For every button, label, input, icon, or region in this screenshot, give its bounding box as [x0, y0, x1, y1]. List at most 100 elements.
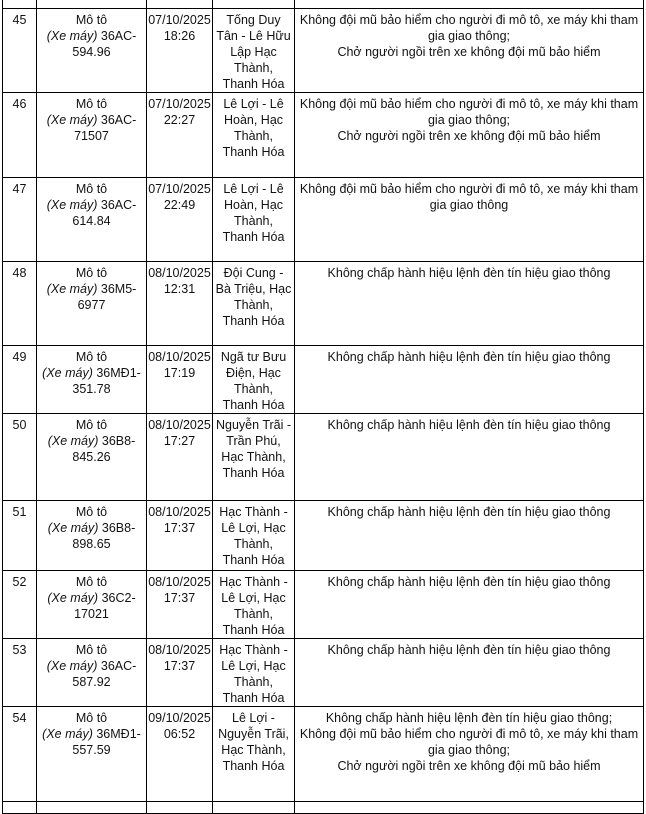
- vehicle-type: Mô tô: [75, 97, 108, 111]
- table-row: 54 Mô tô (Xe máy) 36MĐ1-557.59 09/10/202…: [2, 706, 644, 802]
- table-row: 49 Mô tô (Xe máy) 36MĐ1-351.78 08/10/202…: [2, 345, 644, 414]
- violation-time: 12:31: [163, 282, 196, 296]
- datetime-cell: 08/10/2025 17:37: [146, 500, 213, 571]
- location-text: Lê Lợi - Lê Hoàn, Hạc Thành, Thanh Hóa: [222, 182, 285, 244]
- license-plate: 36AC-587.92: [72, 659, 137, 689]
- location-cell: Tống Duy Tân - Lê Hữu Lập Hạc Thành, Tha…: [212, 8, 295, 93]
- violation-date: 08/10/2025: [148, 505, 211, 519]
- vehicle-cell: Mô tô (Xe máy) 36B8-898.65: [36, 500, 147, 571]
- violation-text: Không chấp hành hiệu lệnh đèn tín hiệu g…: [325, 711, 613, 725]
- vehicle-subtype: (Xe máy): [46, 198, 98, 212]
- table-row: 50 Mô tô (Xe máy) 36B8-845.26 08/10/2025…: [2, 413, 644, 501]
- vehicle-type: Mô tô: [75, 350, 108, 364]
- location-cell: Hạc Thành - Lê Lợi, Hạc Thành, Thanh Hóa: [212, 570, 295, 639]
- datetime-cell: 07/10/2025 22:27: [146, 92, 213, 178]
- row-number-cell: 46: [2, 92, 37, 178]
- partial-row-bottom: [2, 801, 644, 814]
- location-cell: Lê Lợi - Lê Hoàn, Hạc Thành, Thanh Hóa: [212, 177, 295, 262]
- violation-text: Chở người ngồi trên xe không đội mũ bảo …: [337, 759, 601, 773]
- vehicle-plate-line: (Xe máy) 36AC-594.96: [39, 28, 144, 60]
- violation-cell: Không chấp hành hiệu lệnh đèn tín hiệu g…: [294, 500, 644, 571]
- violation-date: 08/10/2025: [148, 266, 211, 280]
- datetime-cell: 08/10/2025 17:37: [146, 570, 213, 639]
- violation-date: 08/10/2025: [148, 643, 211, 657]
- row-number: 51: [12, 505, 27, 519]
- location-text: Hạc Thành - Lê Lợi, Hạc Thành, Thanh Hóa: [219, 643, 288, 705]
- row-number-cell: 49: [2, 345, 37, 414]
- violation-text: Không chấp hành hiệu lệnh đèn tín hiệu g…: [327, 266, 611, 280]
- violation-time: 18:26: [163, 29, 196, 43]
- datetime-cell: 07/10/2025 18:26: [146, 8, 213, 93]
- violation-date: 07/10/2025: [148, 97, 211, 111]
- violation-text: Không đội mũ bảo hiểm cho người đi mô tô…: [299, 182, 639, 212]
- vehicle-plate-line: (Xe máy) 36MĐ1-351.78: [39, 365, 144, 397]
- violation-text: Không chấp hành hiệu lệnh đèn tín hiệu g…: [327, 643, 611, 657]
- table-row: 45 Mô tô (Xe máy) 36AC-594.96 07/10/2025…: [2, 8, 644, 93]
- row-number-cell: 45: [2, 8, 37, 93]
- violation-date: 07/10/2025: [148, 13, 211, 27]
- vehicle-type: Mô tô: [75, 643, 108, 657]
- vehicle-cell: Mô tô (Xe máy) 36C2-17021: [36, 570, 147, 639]
- violation-time: 22:49: [163, 198, 196, 212]
- vehicle-cell: Mô tô (Xe máy) 36M5-6977: [36, 261, 147, 346]
- vehicle-subtype: (Xe máy): [46, 659, 98, 673]
- datetime-cell: 07/10/2025 22:49: [146, 177, 213, 262]
- row-number-cell: 50: [2, 413, 37, 501]
- vehicle-plate-line: (Xe máy) 36M5-6977: [39, 281, 144, 313]
- table-row: 51 Mô tô (Xe máy) 36B8-898.65 08/10/2025…: [2, 500, 644, 571]
- violation-time: 17:37: [163, 591, 196, 605]
- empty-cell: [2, 0, 37, 9]
- vehicle-cell: Mô tô (Xe máy) 36MĐ1-557.59: [36, 706, 147, 802]
- vehicle-subtype: (Xe máy): [42, 366, 93, 380]
- row-number: 46: [12, 97, 27, 111]
- location-text: Lê Lợi - Nguyễn Trãi, Hạc Thành, Thanh H…: [218, 711, 289, 773]
- violation-text: Không chấp hành hiệu lệnh đèn tín hiệu g…: [327, 575, 611, 589]
- violation-cell: Không đội mũ bảo hiểm cho người đi mô tô…: [294, 8, 644, 93]
- violation-time: 17:27: [163, 434, 196, 448]
- table-row: 48 Mô tô (Xe máy) 36M5-6977 08/10/2025 1…: [2, 261, 644, 346]
- license-plate: 36AC-594.96: [72, 29, 137, 59]
- row-number: 50: [12, 418, 27, 432]
- vehicle-type: Mô tô: [75, 182, 108, 196]
- datetime-cell: 08/10/2025 17:27: [146, 413, 213, 501]
- violation-cell: Không chấp hành hiệu lệnh đèn tín hiệu g…: [294, 570, 644, 639]
- violation-text: Chở người ngồi trên xe không đội mũ bảo …: [337, 45, 601, 59]
- location-cell: Hạc Thành - Lê Lợi, Hạc Thành, Thanh Hóa: [212, 500, 295, 571]
- violation-text: Không chấp hành hiệu lệnh đèn tín hiệu g…: [327, 350, 611, 364]
- violation-time: 17:37: [163, 521, 196, 535]
- row-number-cell: 51: [2, 500, 37, 571]
- vehicle-plate-line: (Xe máy) 36MĐ1-557.59: [39, 726, 144, 758]
- license-plate: 36C2-17021: [74, 591, 136, 621]
- violation-cell: Không đội mũ bảo hiểm cho người đi mô tô…: [294, 177, 644, 262]
- vehicle-subtype: (Xe máy): [46, 29, 98, 43]
- row-number-cell: 53: [2, 638, 37, 707]
- location-cell: Hạc Thành - Lê Lợi, Hạc Thành, Thanh Hóa: [212, 638, 295, 707]
- vehicle-plate-line: (Xe máy) 36AC-614.84: [39, 197, 144, 229]
- violation-time: 17:19: [163, 366, 196, 380]
- table-row: 52 Mô tô (Xe máy) 36C2-17021 08/10/2025 …: [2, 570, 644, 639]
- vehicle-type: Mô tô: [75, 266, 108, 280]
- vehicle-plate-line: (Xe máy) 36B8-845.26: [39, 433, 144, 465]
- location-cell: Đội Cung - Bà Triệu, Hạc Thành, Thanh Hó…: [212, 261, 295, 346]
- violation-text: Không chấp hành hiệu lệnh đèn tín hiệu g…: [327, 418, 611, 432]
- datetime-cell: 08/10/2025 17:37: [146, 638, 213, 707]
- datetime-cell: 08/10/2025 12:31: [146, 261, 213, 346]
- vehicle-type: Mô tô: [75, 418, 108, 432]
- violation-cell: Không chấp hành hiệu lệnh đèn tín hiệu g…: [294, 706, 644, 802]
- vehicle-subtype: (Xe máy): [47, 591, 99, 605]
- empty-cell: [2, 801, 37, 814]
- vehicle-cell: Mô tô (Xe máy) 36AC-614.84: [36, 177, 147, 262]
- violation-text: Không đội mũ bảo hiểm cho người đi mô tô…: [299, 727, 639, 757]
- location-text: Lê Lợi - Lê Hoàn, Hạc Thành, Thanh Hóa: [222, 97, 285, 159]
- vehicle-cell: Mô tô (Xe máy) 36MĐ1-351.78: [36, 345, 147, 414]
- vehicle-subtype: (Xe máy): [46, 282, 98, 296]
- row-number: 53: [12, 643, 27, 657]
- location-text: Hạc Thành - Lê Lợi, Hạc Thành, Thanh Hóa: [219, 505, 288, 567]
- vehicle-cell: Mô tô (Xe máy) 36B8-845.26: [36, 413, 147, 501]
- violation-date: 08/10/2025: [148, 418, 211, 432]
- violation-cell: Không đội mũ bảo hiểm cho người đi mô tô…: [294, 92, 644, 178]
- license-plate: 36AC-614.84: [72, 198, 137, 228]
- violation-time: 06:52: [163, 727, 196, 741]
- vehicle-plate-line: (Xe máy) 36C2-17021: [39, 590, 144, 622]
